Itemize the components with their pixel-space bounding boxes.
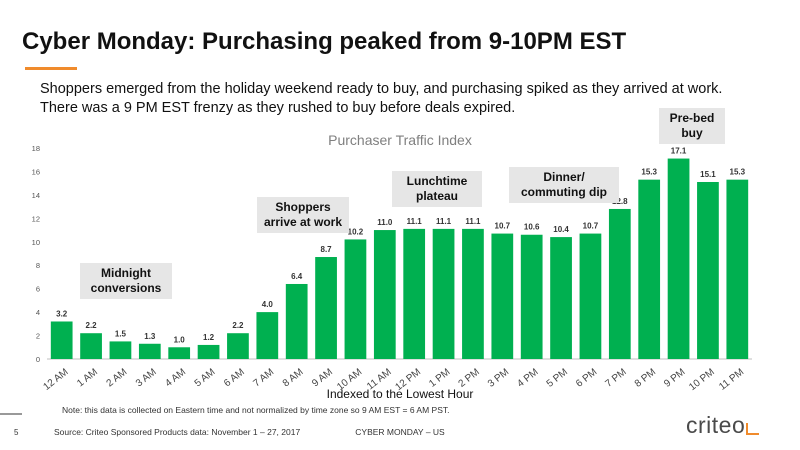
bar-value-label: 15.3 — [641, 168, 657, 177]
bar-value-label: 6.4 — [291, 272, 303, 281]
bar-value-label: 8.7 — [321, 245, 333, 254]
bar — [520, 234, 543, 359]
page-subtitle: Shoppers emerged from the holiday weeken… — [40, 81, 723, 116]
bar-value-label: 12.8 — [612, 197, 628, 206]
bar — [462, 228, 484, 359]
bar-value-label: 1.3 — [144, 332, 156, 341]
bar-value-label: 1.2 — [203, 333, 215, 342]
page-number: 5 — [14, 428, 19, 437]
logo-mark-icon — [746, 423, 760, 435]
bar — [373, 230, 396, 359]
y-tick-label: 6 — [36, 285, 40, 294]
bar — [344, 239, 367, 359]
bar-value-label: 11.1 — [465, 217, 481, 226]
bar-value-label: 11.1 — [436, 217, 452, 226]
footer-rule — [0, 413, 22, 415]
callout-midnight-conversions: Midnight conversions — [80, 263, 172, 299]
bar — [138, 343, 161, 359]
footer-label: CYBER MONDAY – US — [355, 427, 445, 437]
bar-value-label: 3.2 — [56, 309, 68, 318]
bar — [227, 333, 249, 359]
x-tick-label: 9 AM — [310, 367, 335, 390]
bar-value-label: 15.3 — [730, 168, 746, 177]
bar-value-label: 15.1 — [700, 170, 716, 179]
bar-value-label: 10.4 — [553, 225, 569, 234]
bar-value-label: 11.0 — [377, 218, 393, 227]
page-title: Cyber Monday: Purchasing peaked from 9-1… — [22, 28, 627, 55]
x-tick-label: 1 AM — [75, 367, 100, 390]
callout-pre-bed-buy: Pre-bed buy — [659, 108, 725, 144]
bar — [403, 228, 426, 359]
bar — [726, 179, 749, 359]
y-tick-label: 4 — [36, 308, 40, 317]
bar — [638, 179, 661, 359]
bar — [550, 237, 572, 359]
callout-dinner-dip: Dinner/ commuting dip — [509, 167, 619, 203]
title-accent-rule — [25, 67, 77, 70]
logo-wordmark: criteo — [686, 412, 746, 438]
bar — [285, 283, 308, 359]
bar — [608, 208, 631, 359]
x-axis-title: Indexed to the Lowest Hour — [326, 387, 474, 401]
bar-value-label: 10.2 — [348, 227, 364, 236]
bar — [168, 347, 191, 359]
bar-value-label: 1.0 — [174, 335, 186, 344]
bar-value-label: 2.2 — [86, 321, 98, 330]
y-tick-label: 16 — [32, 167, 40, 176]
y-tick-label: 18 — [32, 144, 40, 153]
bar — [579, 233, 602, 359]
criteo-logo: criteo — [686, 412, 760, 439]
bar-value-label: 11.1 — [407, 217, 423, 226]
y-tick-label: 12 — [32, 214, 40, 223]
bar — [109, 341, 132, 359]
bar — [80, 333, 102, 359]
x-tick-label: 8 AM — [281, 367, 306, 390]
x-tick-label: 2 AM — [105, 367, 130, 390]
y-tick-label: 14 — [32, 191, 40, 200]
bar — [491, 233, 514, 359]
bar-value-label: 10.7 — [583, 222, 599, 231]
bar — [197, 344, 220, 359]
callout-lunchtime-plateau: Lunchtime plateau — [392, 171, 482, 207]
y-tick-label: 2 — [36, 332, 40, 341]
callout-shoppers-arrive: Shoppers arrive at work — [257, 197, 349, 233]
source-note: Source: Criteo Sponsored Products data: … — [54, 427, 301, 437]
x-tick-label: 5 AM — [193, 367, 218, 390]
bar-value-label: 2.2 — [232, 321, 244, 330]
x-tick-label: 4 AM — [163, 367, 188, 390]
bar — [432, 228, 455, 359]
bar — [50, 321, 73, 359]
bar — [315, 257, 337, 359]
bar — [667, 158, 690, 359]
footnote: Note: this data is collected on Eastern … — [62, 405, 450, 415]
bar-value-label: 4.0 — [262, 300, 274, 309]
x-tick-label: 7 AM — [251, 367, 276, 390]
y-tick-label: 0 — [36, 355, 40, 364]
bar-value-label: 17.1 — [671, 147, 687, 156]
x-tick-label: 6 AM — [222, 367, 247, 390]
chart-title: Purchaser Traffic Index — [328, 132, 472, 148]
bar — [697, 181, 719, 359]
bar-value-label: 1.5 — [115, 329, 127, 338]
bar — [256, 312, 279, 359]
y-tick-label: 8 — [36, 261, 40, 270]
bar-value-label: 10.7 — [495, 222, 511, 231]
x-tick-label: 3 AM — [134, 367, 159, 390]
y-tick-label: 10 — [32, 238, 40, 247]
bar-value-label: 10.6 — [524, 223, 540, 232]
